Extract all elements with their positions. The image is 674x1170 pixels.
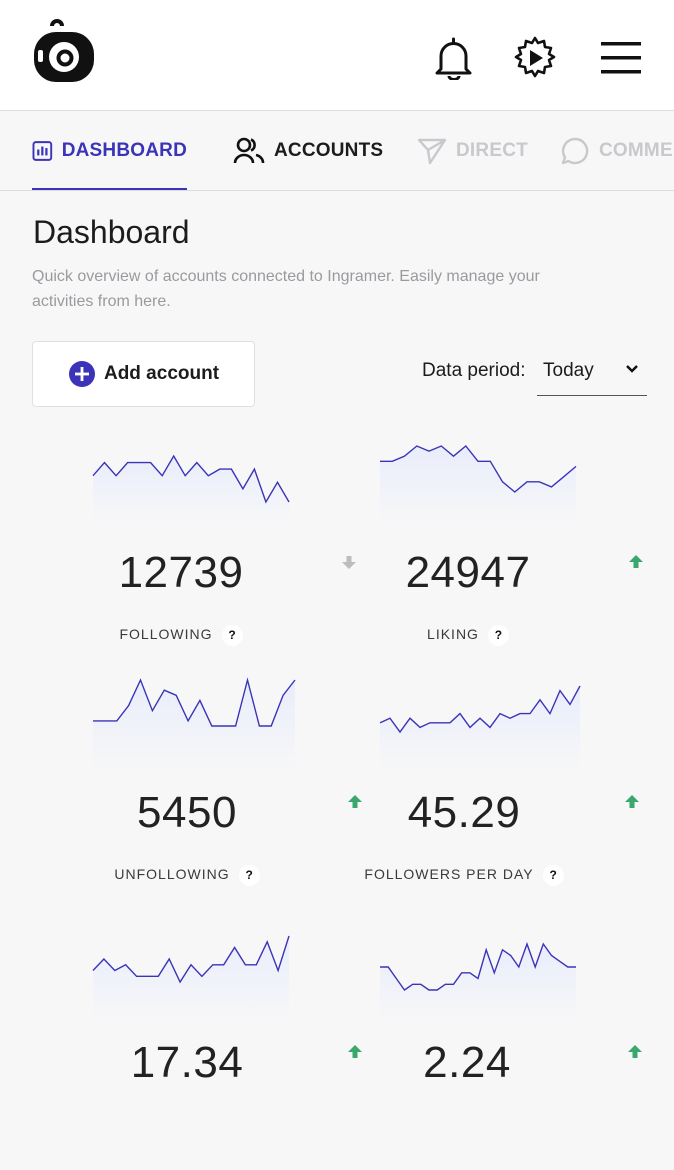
tab-dashboard-label: DASHBOARD [61,139,187,161]
dashboard-icon [32,140,53,161]
stat-label-row: FOLLOWING? [31,625,331,646]
top-bar [0,0,674,111]
menu-icon[interactable] [598,36,644,80]
sparkline-area [93,456,289,522]
trend-up-arrow-icon [629,555,643,568]
tab-direct[interactable]: DIRECT [417,111,528,190]
page-subtitle: Quick overview of accounts connected to … [32,268,540,310]
help-icon[interactable]: ? [238,865,260,886]
sparkline-chart [92,454,290,522]
stat-card: 12739 FOLLOWING? [92,440,356,680]
tab-accounts-label: ACCOUNTS [274,139,384,161]
sparkline-line [92,454,290,504]
stat-label-row: UNFOLLOWING? [37,865,337,886]
stat-value: 45.29 [407,788,521,837]
sparkline-chart [380,445,577,522]
tab-dashboard[interactable]: DASHBOARD [32,111,187,190]
stat-value: 2.24 [423,1038,511,1087]
stat-value: 5450 [137,788,237,837]
sparkline-area [380,686,580,770]
data-period-label: Data period: [422,360,526,381]
sparkline-line [93,677,296,727]
sparkline-area [380,944,576,1020]
stat-value: 12739 [118,548,244,597]
stat-label: FOLLOWING [119,626,213,643]
trend-down-arrow-icon [342,556,356,569]
stat-label-row: LIKING? [318,625,618,646]
sparkline-chart [380,941,576,1020]
sparkline-line [380,941,576,991]
tab-bar: DASHBOARD ACCOUNTS DIRECT COMMENTS [0,111,674,191]
stat-label: UNFOLLOWING [114,866,230,883]
tab-comments-label: COMMENTS [599,139,674,161]
data-period-select[interactable]: Today [537,346,647,396]
bell-icon[interactable] [432,36,476,80]
sparkline-chart [379,685,581,770]
logo-icon[interactable] [32,18,96,84]
sparkline-chart [92,935,290,1020]
stat-value-row: 45.29 [314,788,639,838]
sparkline-area [93,680,295,770]
stat-value-row: 5450 [37,788,362,838]
stat-card: 24947 LIKING? [380,440,643,680]
help-icon[interactable]: ? [542,865,564,886]
stat-value: 24947 [405,548,531,597]
sparkline-area [93,936,289,1020]
stat-value-row: 12739 [31,548,356,598]
help-icon[interactable]: ? [221,625,243,646]
tab-accounts[interactable]: ACCOUNTS [233,111,383,190]
page-title: Dashboard [33,214,190,250]
trend-up-arrow-icon [625,795,639,808]
stat-value-row: 24947 [318,548,643,598]
gear-play-icon[interactable] [513,36,557,80]
tab-comments[interactable]: COMMENTS [560,111,674,190]
stat-label: FOLLOWERS PER DAY [364,866,534,883]
stat-value-row: 2.24 [317,1038,642,1088]
stat-value-row: 17.34 [37,1038,362,1088]
stat-card: 45.29 FOLLOWERS PER DAY? [364,680,639,920]
comment-icon [561,137,589,164]
stat-card: 17.34 [92,930,362,1170]
trend-up-arrow-icon [348,1045,362,1058]
send-icon [417,138,447,164]
sparkline-line [92,935,290,984]
add-account-button[interactable]: Add account [32,341,255,407]
stat-label-row: FOLLOWERS PER DAY? [314,865,614,886]
stat-label: LIKING [427,626,479,643]
sparkline-line [380,445,577,493]
trend-up-arrow-icon [628,1045,642,1058]
stat-card: 5450 UNFOLLOWING? [93,677,362,920]
add-account-label: Add account [103,363,220,384]
tab-direct-label: DIRECT [456,139,528,161]
stat-value: 17.34 [130,1038,244,1087]
data-period-value: Today [543,360,594,381]
trend-up-arrow-icon [348,795,362,808]
chevron-down-icon [626,365,638,373]
sparkline-area [380,446,576,522]
sparkline-chart [93,677,296,770]
stat-card: 2.24 [380,930,642,1170]
users-icon [233,137,265,163]
plus-circle-icon [68,361,95,387]
sparkline-line [379,685,581,734]
help-icon[interactable]: ? [487,625,509,646]
